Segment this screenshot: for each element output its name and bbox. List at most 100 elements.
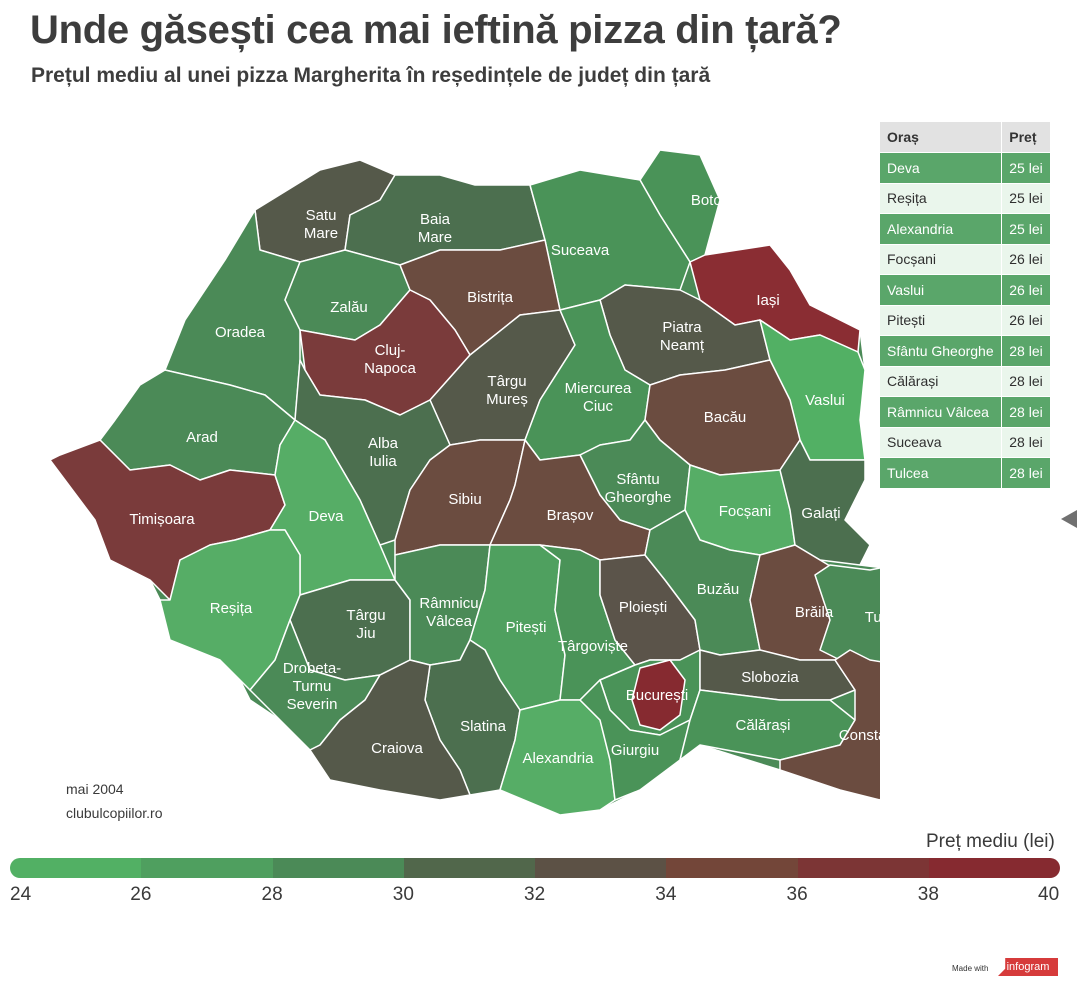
source-date: mai 2004 (66, 781, 124, 797)
legend-tick-label: 28 (261, 884, 283, 905)
romania-map: Satu Mare Baia Mare Botoșani Suceava Zalău… (49, 149, 880, 816)
price-cell: 25 lei (1001, 152, 1050, 183)
city-label-line: Mare (304, 225, 338, 242)
price-cell: 25 lei (1001, 213, 1050, 244)
city-cell: Deva (880, 152, 1002, 183)
legend-segment (928, 858, 1060, 878)
city-label: Craiova (371, 740, 423, 757)
city-label-line: Cluj- (375, 342, 406, 359)
city-label-line: Vâlcea (426, 613, 473, 630)
legend-tick-label: 26 (130, 884, 152, 905)
city-label-line: Râmnicu (419, 595, 478, 612)
city-cell: Vaslui (880, 274, 1002, 305)
price-table: Oraș Preț Deva 25 lei Reșița 25 lei Alexan… (880, 122, 1050, 488)
city-label: Drobeta-Turnu Severin (283, 660, 341, 713)
price-cell: 28 lei (1001, 335, 1050, 366)
table-row: Călărași 28 lei (880, 365, 1050, 397)
city-label: Miercurea Ciuc (565, 380, 632, 415)
city-label-line: Sfântu (616, 471, 659, 488)
city-label: Reșița (210, 600, 253, 617)
city-label: Baia Mare (418, 211, 452, 246)
city-label: Alexandria (523, 750, 595, 767)
price-cell: 26 lei (1001, 243, 1050, 275)
city-label-line: Gheorghe (605, 489, 672, 506)
county-shape[interactable] (814, 560, 880, 670)
city-label: Călărași (735, 717, 790, 734)
city-label: Arad (186, 429, 218, 446)
city-cell: Tulcea (880, 457, 1002, 488)
legend-color-bar (10, 858, 1060, 878)
county-shape[interactable] (631, 659, 686, 731)
city-cell: Sfântu Gheorghe (880, 335, 1002, 366)
city-label: Piatra Neamț (660, 319, 705, 354)
city-label: Brăila (795, 604, 834, 621)
price-cell: 28 lei (1001, 426, 1050, 458)
city-label: Buzău (697, 581, 740, 598)
city-label: Bacău (704, 409, 747, 426)
county-shape[interactable] (779, 439, 871, 566)
infogram-logo[interactable]: infogram (998, 958, 1058, 976)
table-row: Suceava 28 lei (880, 426, 1050, 458)
scroll-left-arrow-icon[interactable] (1061, 510, 1077, 528)
city-label: Târgu Jiu (346, 607, 385, 642)
city-label-line: Severin (287, 696, 338, 713)
table-row: Alexandria 25 lei (880, 213, 1050, 244)
county-shape[interactable] (779, 649, 880, 801)
table-row: Focșani 26 lei (880, 243, 1050, 275)
city-label: Timișoara (129, 511, 195, 528)
city-label-line: Jiu (356, 625, 375, 642)
city-label-line: Târgu (346, 607, 385, 624)
city-label-line: Târgu (487, 373, 526, 390)
city-label-line: Miercurea (565, 380, 632, 397)
city-label-line: Satu (306, 207, 337, 224)
city-label: Brașov (547, 507, 594, 524)
city-label: Giurgiu (611, 742, 659, 759)
city-cell: Râmnicu Vâlcea (880, 396, 1002, 427)
legend-tick-label: 32 (524, 884, 546, 905)
price-cell: 28 lei (1001, 365, 1050, 397)
column-header-city[interactable]: Oraș (880, 122, 1002, 153)
price-cell: 26 lei (1001, 274, 1050, 305)
city-label: Deva (308, 508, 344, 525)
legend-segment (535, 858, 667, 878)
city-label: Zalău (330, 299, 368, 316)
city-label-line: Turnu (293, 678, 332, 695)
city-label-line: Napoca (364, 360, 416, 377)
city-label-line: Alba (368, 435, 399, 452)
city-label-line: Piatra (662, 319, 702, 336)
city-label: Alba Iulia (368, 435, 399, 470)
city-label: Tulcea (865, 609, 880, 626)
city-label: Galați (801, 505, 840, 522)
legend-segment (272, 858, 404, 878)
city-label-line: Neamț (660, 337, 705, 354)
city-cell: Focșani (880, 243, 1002, 275)
city-label: Cluj-Napoca (364, 342, 416, 377)
city-label: Pitești (506, 619, 547, 636)
legend-tick-label: 30 (392, 884, 414, 905)
county-shape[interactable] (309, 659, 471, 801)
city-label-line: Drobeta- (283, 660, 341, 677)
price-cell: 28 lei (1001, 457, 1050, 488)
table-row: Tulcea 28 lei (880, 457, 1050, 488)
table-row: Pitești 26 lei (880, 304, 1050, 336)
legend-tick-label: 38 (917, 884, 939, 905)
city-cell: Alexandria (880, 213, 1002, 244)
legend-segment (797, 858, 929, 878)
legend-segment (403, 858, 535, 878)
city-label: Târgu Mureș (486, 373, 528, 408)
city-label: Suceava (551, 242, 610, 259)
city-label: Sfântu Gheorghe (605, 471, 672, 506)
city-label-line: Baia (420, 211, 451, 228)
city-label: Focșani (719, 503, 772, 520)
city-cell: Pitești (880, 304, 1002, 336)
table-row: Sfântu Gheorghe 28 lei (880, 335, 1050, 366)
legend-title: Preț mediu (lei) (926, 831, 1055, 852)
city-label: Oradea (215, 324, 266, 341)
city-cell: Suceava (880, 426, 1002, 458)
legend-ticks: 24 26 28 30 32 34 36 38 40 (0, 884, 1079, 908)
made-with-label: Made with (952, 964, 989, 973)
table-row: Vaslui 26 lei (880, 274, 1050, 305)
column-header-price[interactable]: Preț (1001, 122, 1050, 153)
city-label: Slatina (460, 718, 507, 735)
table-row: Deva 25 lei (880, 152, 1050, 183)
